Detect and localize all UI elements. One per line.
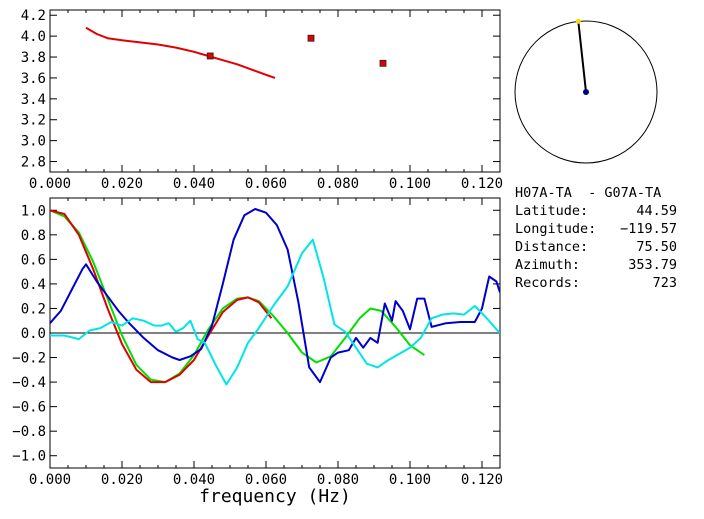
longitude-value: −119.57 xyxy=(620,221,677,237)
records-label: Records: xyxy=(515,275,581,291)
latitude-label: Latitude: xyxy=(515,203,589,219)
correlation-ytick-label: −0.4 xyxy=(12,375,46,391)
distance-row: Distance: 75.50 xyxy=(515,238,701,256)
correlation-series-line-0 xyxy=(50,209,425,384)
correlation-series-line-1 xyxy=(50,209,273,384)
azimuth-center-dot xyxy=(583,89,589,95)
correlation-ytick-label: 0.2 xyxy=(21,301,46,317)
velocity-xtick-label: 0.120 xyxy=(461,176,503,192)
correlation-ytick-label: −0.2 xyxy=(12,351,46,367)
velocity-ytick-label: 3.4 xyxy=(21,92,46,108)
azimuth-direction-line xyxy=(577,21,587,93)
velocity-series-line-0 xyxy=(85,26,276,79)
correlation-xlabel: frequency (Hz) xyxy=(199,486,351,507)
velocity-marker xyxy=(206,52,214,60)
correlation-xtick-label: 0.000 xyxy=(29,472,71,488)
correlation-ytick-label: 0.6 xyxy=(21,252,46,268)
correlation-ytick-label: −0.6 xyxy=(12,400,46,416)
correlation-xtick-label: 0.020 xyxy=(101,472,143,488)
correlation-xtick-label: 0.060 xyxy=(245,472,287,488)
correlation-ytick-label: 0.8 xyxy=(21,228,46,244)
correlation-series-line-2 xyxy=(50,208,500,384)
correlation-ytick-label: −0.8 xyxy=(12,424,46,440)
distance-value: 75.50 xyxy=(636,239,677,255)
velocity-frame xyxy=(49,9,501,173)
longitude-row: Longitude: −119.57 xyxy=(515,220,701,238)
correlation-ytick-label: 0.4 xyxy=(21,277,46,293)
velocity-ytick-label: 3.6 xyxy=(21,71,46,87)
azimuth-label: Azimuth: xyxy=(515,257,581,273)
velocity-xtick-label: 0.000 xyxy=(29,176,71,192)
azimuth-circle-outline xyxy=(514,20,658,164)
correlation-ytick-label: 0.0 xyxy=(21,326,46,342)
velocity-plot: 0.000 0.020 0.040 0.060 0.080 0.100 0.120 2.8 3.… xyxy=(21,8,503,192)
velocity-ytick-label: 4.2 xyxy=(21,8,46,24)
azimuth-row: Azimuth: 353.79 xyxy=(515,256,701,274)
station-pair-title: H07A-TA - G07A-TA xyxy=(515,185,662,201)
velocity-xtick-label: 0.060 xyxy=(245,176,287,192)
velocity-xtick-label: 0.100 xyxy=(389,176,431,192)
velocity-marker xyxy=(307,34,315,42)
station-info-panel: H07A-TA - G07A-TA Latitude: 44.59 Longit… xyxy=(515,184,701,292)
correlation-ytick-label: 1.0 xyxy=(21,203,46,219)
correlation-xtick-label: 0.080 xyxy=(317,472,359,488)
velocity-ytick-label: 3.8 xyxy=(21,50,46,66)
velocity-xtick-label: 0.020 xyxy=(101,176,143,192)
latitude-row: Latitude: 44.59 xyxy=(515,202,701,220)
distance-label: Distance: xyxy=(515,239,589,255)
correlation-xtick-label: 0.100 xyxy=(389,472,431,488)
azimuth-circle xyxy=(514,18,658,164)
velocity-ytick-label: 3.2 xyxy=(21,113,46,129)
correlation-ytick-label: −1.0 xyxy=(12,449,46,465)
azimuth-value: 353.79 xyxy=(628,257,677,273)
velocity-ytick-label: 4.0 xyxy=(21,29,46,45)
records-value: 723 xyxy=(652,275,677,291)
velocity-xtick-label: 0.080 xyxy=(317,176,359,192)
correlation-xtick-label: 0.120 xyxy=(461,472,503,488)
correlation-plot: 0.000 0.020 0.040 0.060 0.080 0.100 0.120 1.0 0.… xyxy=(12,197,503,507)
velocity-marker xyxy=(379,59,387,67)
velocity-ytick-label: 3.0 xyxy=(21,134,46,150)
correlation-series-line-3 xyxy=(50,238,500,386)
longitude-label: Longitude: xyxy=(515,221,597,237)
records-row: Records: 723 xyxy=(515,274,701,292)
azimuth-end-dot xyxy=(575,18,581,24)
velocity-xtick-label: 0.040 xyxy=(173,176,215,192)
correlation-xtick-label: 0.040 xyxy=(173,472,215,488)
velocity-ytick-label: 2.8 xyxy=(21,155,46,171)
latitude-value: 44.59 xyxy=(636,203,677,219)
